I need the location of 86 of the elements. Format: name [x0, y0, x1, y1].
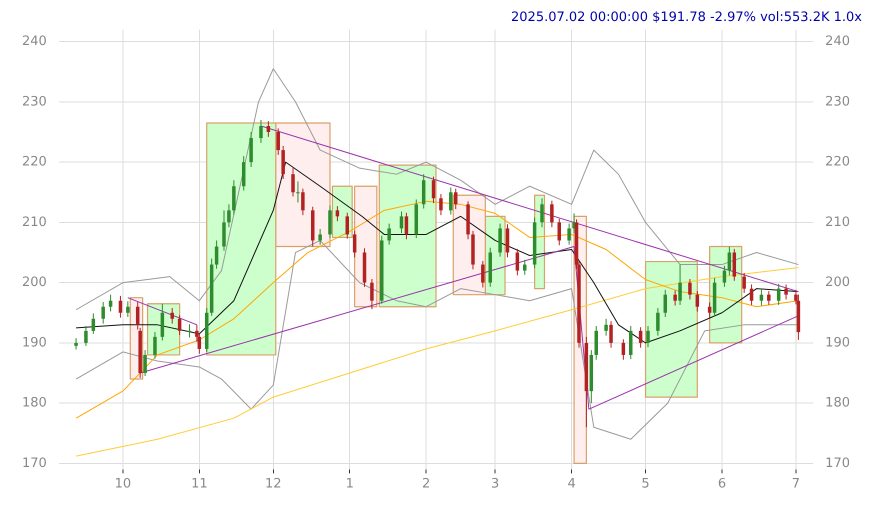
- candlestick: [84, 326, 88, 346]
- candlestick: [550, 200, 554, 228]
- candlestick: [432, 176, 436, 204]
- x-tick-label: 4: [567, 476, 576, 492]
- y-tick-label: 240: [22, 34, 47, 50]
- candlestick: [750, 284, 754, 306]
- candlestick: [622, 338, 626, 360]
- y-tick-label: 170: [22, 456, 47, 471]
- candlestick: [678, 264, 682, 306]
- candlestick: [784, 284, 788, 300]
- candlestick: [400, 211, 404, 234]
- candlestick: [296, 180, 300, 204]
- y2-tick-label: 230: [825, 94, 850, 110]
- y-tick-label: 190: [22, 335, 47, 350]
- x-tick-label: 3: [491, 476, 500, 492]
- candlestick: [318, 228, 322, 246]
- candlestick: [454, 188, 458, 210]
- candlestick: [604, 318, 608, 336]
- candlestick: [696, 290, 700, 312]
- y-tick-label: 210: [22, 214, 47, 230]
- candlestick: [74, 338, 78, 350]
- candlestick: [276, 128, 280, 156]
- candlestick: [523, 259, 526, 276]
- candlestick: [439, 194, 443, 216]
- candlestick: [101, 301, 105, 324]
- candlestick: [387, 223, 391, 246]
- candlestick: [558, 218, 562, 246]
- candlestick: [638, 326, 642, 348]
- candlestick: [153, 332, 157, 360]
- candlestick: [301, 188, 305, 216]
- y2-tick-label: 220: [825, 154, 850, 170]
- x-tick-label: 6: [718, 476, 726, 492]
- candlestick: [352, 230, 356, 258]
- candlestick: [742, 272, 746, 294]
- y2-tick-label: 170: [825, 456, 850, 471]
- candlestick: [259, 119, 263, 144]
- candlestick: [291, 168, 295, 197]
- candlestick: [214, 240, 218, 270]
- y-tick-label: 220: [22, 154, 47, 170]
- x-tick-label: 10: [114, 476, 132, 492]
- y-tick-label: 230: [22, 94, 47, 110]
- candlestick: [118, 295, 122, 318]
- candlestick: [722, 265, 726, 288]
- x-tick-label: 7: [792, 476, 800, 492]
- y2-tick-label: 240: [825, 34, 850, 50]
- candlestick: [728, 246, 732, 276]
- candlestick: [449, 186, 453, 216]
- y2-tick-label: 210: [825, 214, 850, 230]
- x-tick-label: 1: [346, 476, 354, 492]
- candlestick: [126, 300, 130, 318]
- candlestick: [370, 278, 374, 310]
- x-tick-label: 11: [191, 476, 208, 492]
- candlestick: [609, 320, 613, 348]
- y-tick-label: 200: [22, 275, 47, 290]
- x-tick-label: 5: [641, 476, 650, 492]
- candlestick: [170, 307, 174, 324]
- candlestick: [540, 198, 544, 228]
- candlestick: [516, 248, 520, 276]
- candlestick: [760, 289, 764, 306]
- candlestick: [776, 283, 780, 306]
- candlestick: [646, 326, 650, 348]
- candlestick: [656, 307, 660, 336]
- candlestick: [673, 290, 677, 306]
- candlestick: [567, 223, 571, 246]
- y2-tick-label: 180: [825, 396, 850, 411]
- candlestick: [346, 212, 349, 240]
- candlestick: [108, 294, 112, 312]
- candlestick: [336, 206, 340, 222]
- candlestick: [708, 302, 712, 318]
- y2-tick-label: 200: [825, 275, 850, 290]
- candlestick: [481, 260, 485, 288]
- candlestick: [767, 290, 771, 306]
- candlestick: [688, 278, 692, 300]
- candlestick: [188, 324, 192, 338]
- y-tick-label: 180: [22, 396, 47, 411]
- y2-tick-label: 190: [825, 335, 850, 350]
- candlestick: [404, 212, 408, 240]
- candlestick: [178, 314, 182, 336]
- candlestick: [664, 289, 668, 318]
- candlestick: [266, 120, 270, 138]
- x-tick-label: 2: [422, 476, 430, 492]
- chart-title: 2025.07.02 00:00:00 $191.78 -2.97% vol:553.2K 1.0x: [511, 10, 862, 26]
- candlestick: [92, 312, 96, 334]
- x-tick-label: 12: [265, 476, 282, 492]
- candlestick: [227, 204, 231, 228]
- candlestick: [143, 350, 147, 377]
